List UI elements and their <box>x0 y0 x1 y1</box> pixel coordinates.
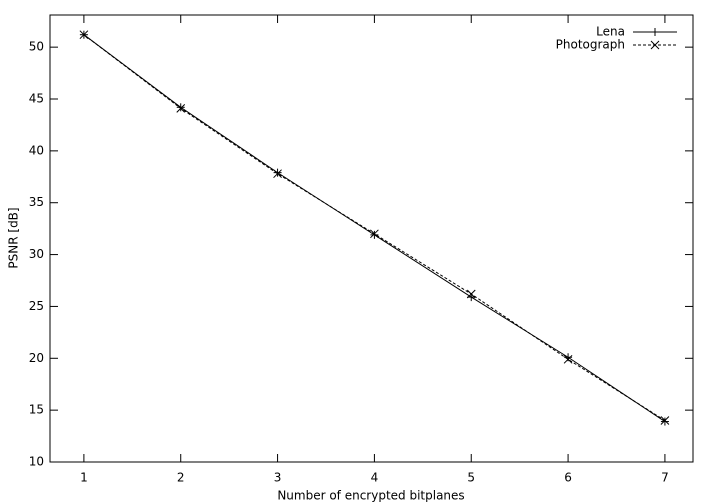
point-marker <box>660 416 670 425</box>
y-tick-label: 20 <box>29 351 44 365</box>
legend-label: Photograph <box>556 38 625 52</box>
y-axis-label: PSNR [dB] <box>7 207 21 268</box>
legend-label: Lena <box>596 25 625 39</box>
x-tick-label: 7 <box>661 471 669 485</box>
y-tick-label: 50 <box>29 40 44 54</box>
series-line <box>83 34 666 422</box>
point-marker <box>176 103 186 113</box>
plot-frame <box>49 14 694 463</box>
point-marker <box>563 354 573 364</box>
series-line <box>83 34 666 421</box>
point-marker <box>176 103 185 112</box>
x-axis-label: Number of encrypted bitplanes <box>277 489 464 503</box>
marker-stroke <box>650 40 660 50</box>
x-tick-label: 2 <box>177 471 185 485</box>
point-marker <box>466 289 476 299</box>
x-tick-label: 6 <box>564 471 572 485</box>
y-tick-label: 15 <box>29 403 44 417</box>
marker-stroke <box>466 289 476 299</box>
marker-stroke <box>660 416 670 425</box>
legend-marker <box>651 28 659 36</box>
y-tick-label: 30 <box>29 247 44 261</box>
marker-stroke <box>370 229 379 239</box>
point-marker <box>370 229 379 239</box>
x-tick-label: 1 <box>80 471 88 485</box>
marker-stroke <box>79 30 89 40</box>
marker-stroke <box>273 169 282 179</box>
y-tick-label: 35 <box>29 195 44 209</box>
x-tick-label: 4 <box>371 471 379 485</box>
y-tick-label: 40 <box>29 143 44 157</box>
point-marker <box>273 168 282 177</box>
marker-stroke <box>563 354 573 364</box>
marker-stroke <box>176 103 186 113</box>
x-tick-label: 5 <box>467 471 475 485</box>
x-tick-label: 3 <box>274 471 282 485</box>
y-tick-label: 25 <box>29 299 44 313</box>
point-marker <box>564 353 573 362</box>
y-tick-label: 10 <box>29 455 44 469</box>
legend-marker <box>650 40 660 50</box>
point-marker <box>370 230 379 239</box>
point-marker <box>79 30 89 40</box>
point-marker <box>273 169 282 179</box>
point-marker <box>660 417 669 426</box>
y-tick-label: 45 <box>29 92 44 106</box>
